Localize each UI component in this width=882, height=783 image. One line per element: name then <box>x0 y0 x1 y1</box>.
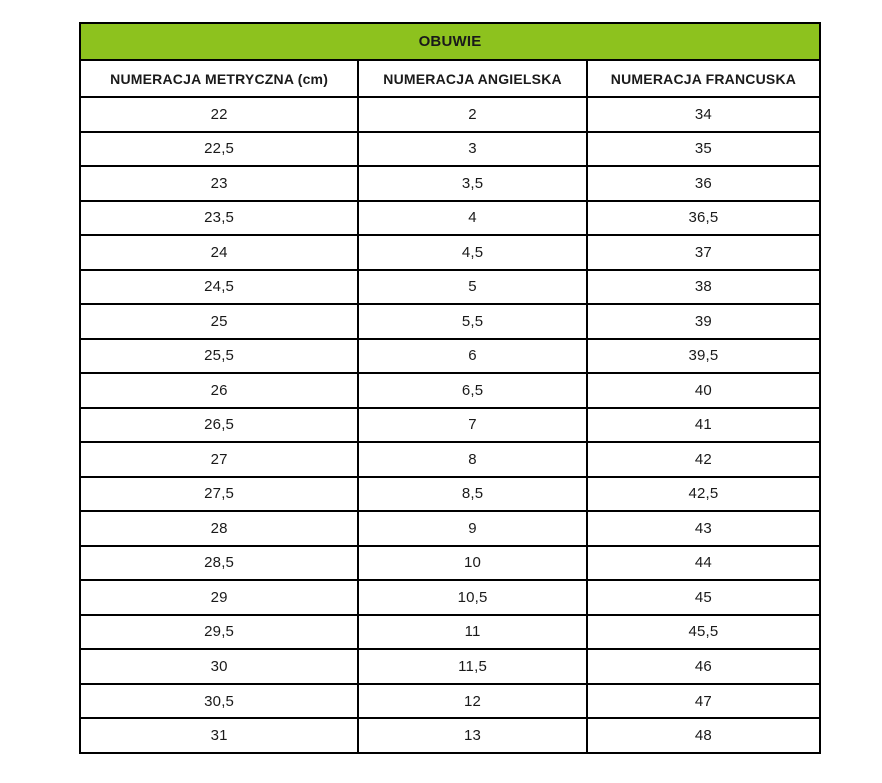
cell-english: 13 <box>357 717 588 754</box>
cell-english: 12 <box>357 682 588 720</box>
table-row: 23,5 4 36,5 <box>78 199 822 237</box>
table-body: 22 2 34 22,5 3 35 23 3,5 36 23,5 4 36,5 … <box>78 96 822 754</box>
cell-metric: 25 <box>78 303 360 340</box>
cell-metric: 24,5 <box>78 268 360 306</box>
cell-french: 36 <box>585 165 822 202</box>
cell-french: 40 <box>585 372 822 409</box>
table-row: 25,5 6 39,5 <box>78 337 822 375</box>
cell-french: 45,5 <box>585 613 822 651</box>
table-row: 27 8 42 <box>78 441 822 478</box>
table-row: 26,5 7 41 <box>78 406 822 444</box>
cell-metric: 26 <box>78 372 360 409</box>
cell-french: 34 <box>585 96 822 133</box>
cell-french: 45 <box>585 579 822 616</box>
table-row: 25 5,5 39 <box>78 303 822 340</box>
table-title: OBUWIE <box>79 22 821 61</box>
cell-english: 3 <box>357 130 588 168</box>
cell-english: 8,5 <box>357 475 588 513</box>
cell-english: 2 <box>357 96 588 133</box>
cell-english: 3,5 <box>357 165 588 202</box>
cell-english: 4,5 <box>357 234 588 271</box>
cell-french: 43 <box>585 510 822 547</box>
column-header-english: NUMERACJA ANGIELSKA <box>357 59 588 98</box>
cell-french: 38 <box>585 268 822 306</box>
table-row: 28 9 43 <box>78 510 822 547</box>
cell-french: 46 <box>585 648 822 685</box>
cell-metric: 25,5 <box>78 337 360 375</box>
cell-french: 36,5 <box>585 199 822 237</box>
cell-metric: 28 <box>78 510 360 547</box>
cell-metric: 23 <box>78 165 360 202</box>
column-header-french: NUMERACJA FRANCUSKA <box>585 59 822 98</box>
table-row: 31 13 48 <box>78 717 822 754</box>
cell-english: 9 <box>357 510 588 547</box>
cell-metric: 22 <box>78 96 360 133</box>
cell-metric: 24 <box>78 234 360 271</box>
table-row: 22,5 3 35 <box>78 130 822 168</box>
table-row: 29 10,5 45 <box>78 579 822 616</box>
cell-metric: 31 <box>78 717 360 754</box>
cell-french: 41 <box>585 406 822 444</box>
cell-metric: 29,5 <box>78 613 360 651</box>
cell-english: 6,5 <box>357 372 588 409</box>
cell-metric: 29 <box>78 579 360 616</box>
cell-french: 44 <box>585 544 822 582</box>
cell-english: 8 <box>357 441 588 478</box>
table-header-row: NUMERACJA METRYCZNA (cm) NUMERACJA ANGIE… <box>78 59 822 98</box>
cell-french: 42 <box>585 441 822 478</box>
cell-english: 4 <box>357 199 588 237</box>
cell-english: 7 <box>357 406 588 444</box>
cell-french: 42,5 <box>585 475 822 513</box>
table-row: 23 3,5 36 <box>78 165 822 202</box>
cell-metric: 22,5 <box>78 130 360 168</box>
cell-english: 5,5 <box>357 303 588 340</box>
cell-metric: 26,5 <box>78 406 360 444</box>
table-title-row: OBUWIE <box>79 22 821 61</box>
table-row: 28,5 10 44 <box>78 544 822 582</box>
cell-french: 48 <box>585 717 822 754</box>
cell-metric: 30,5 <box>78 682 360 720</box>
table-row: 24,5 5 38 <box>78 268 822 306</box>
table-row: 26 6,5 40 <box>78 372 822 409</box>
table-row: 30,5 12 47 <box>78 682 822 720</box>
table-row: 30 11,5 46 <box>78 648 822 685</box>
cell-metric: 28,5 <box>78 544 360 582</box>
cell-english: 10,5 <box>357 579 588 616</box>
cell-french: 47 <box>585 682 822 720</box>
cell-metric: 23,5 <box>78 199 360 237</box>
table-row: 22 2 34 <box>78 96 822 133</box>
table-row: 27,5 8,5 42,5 <box>78 475 822 513</box>
shoe-size-conversion-table: OBUWIE NUMERACJA METRYCZNA (cm) NUMERACJ… <box>78 22 822 754</box>
cell-english: 6 <box>357 337 588 375</box>
cell-metric: 27 <box>78 441 360 478</box>
table-row: 24 4,5 37 <box>78 234 822 271</box>
cell-metric: 30 <box>78 648 360 685</box>
table-row: 29,5 11 45,5 <box>78 613 822 651</box>
cell-french: 35 <box>585 130 822 168</box>
cell-english: 5 <box>357 268 588 306</box>
column-header-metric: NUMERACJA METRYCZNA (cm) <box>78 59 360 98</box>
cell-french: 39 <box>585 303 822 340</box>
cell-french: 39,5 <box>585 337 822 375</box>
cell-metric: 27,5 <box>78 475 360 513</box>
cell-french: 37 <box>585 234 822 271</box>
cell-english: 10 <box>357 544 588 582</box>
cell-english: 11,5 <box>357 648 588 685</box>
cell-english: 11 <box>357 613 588 651</box>
